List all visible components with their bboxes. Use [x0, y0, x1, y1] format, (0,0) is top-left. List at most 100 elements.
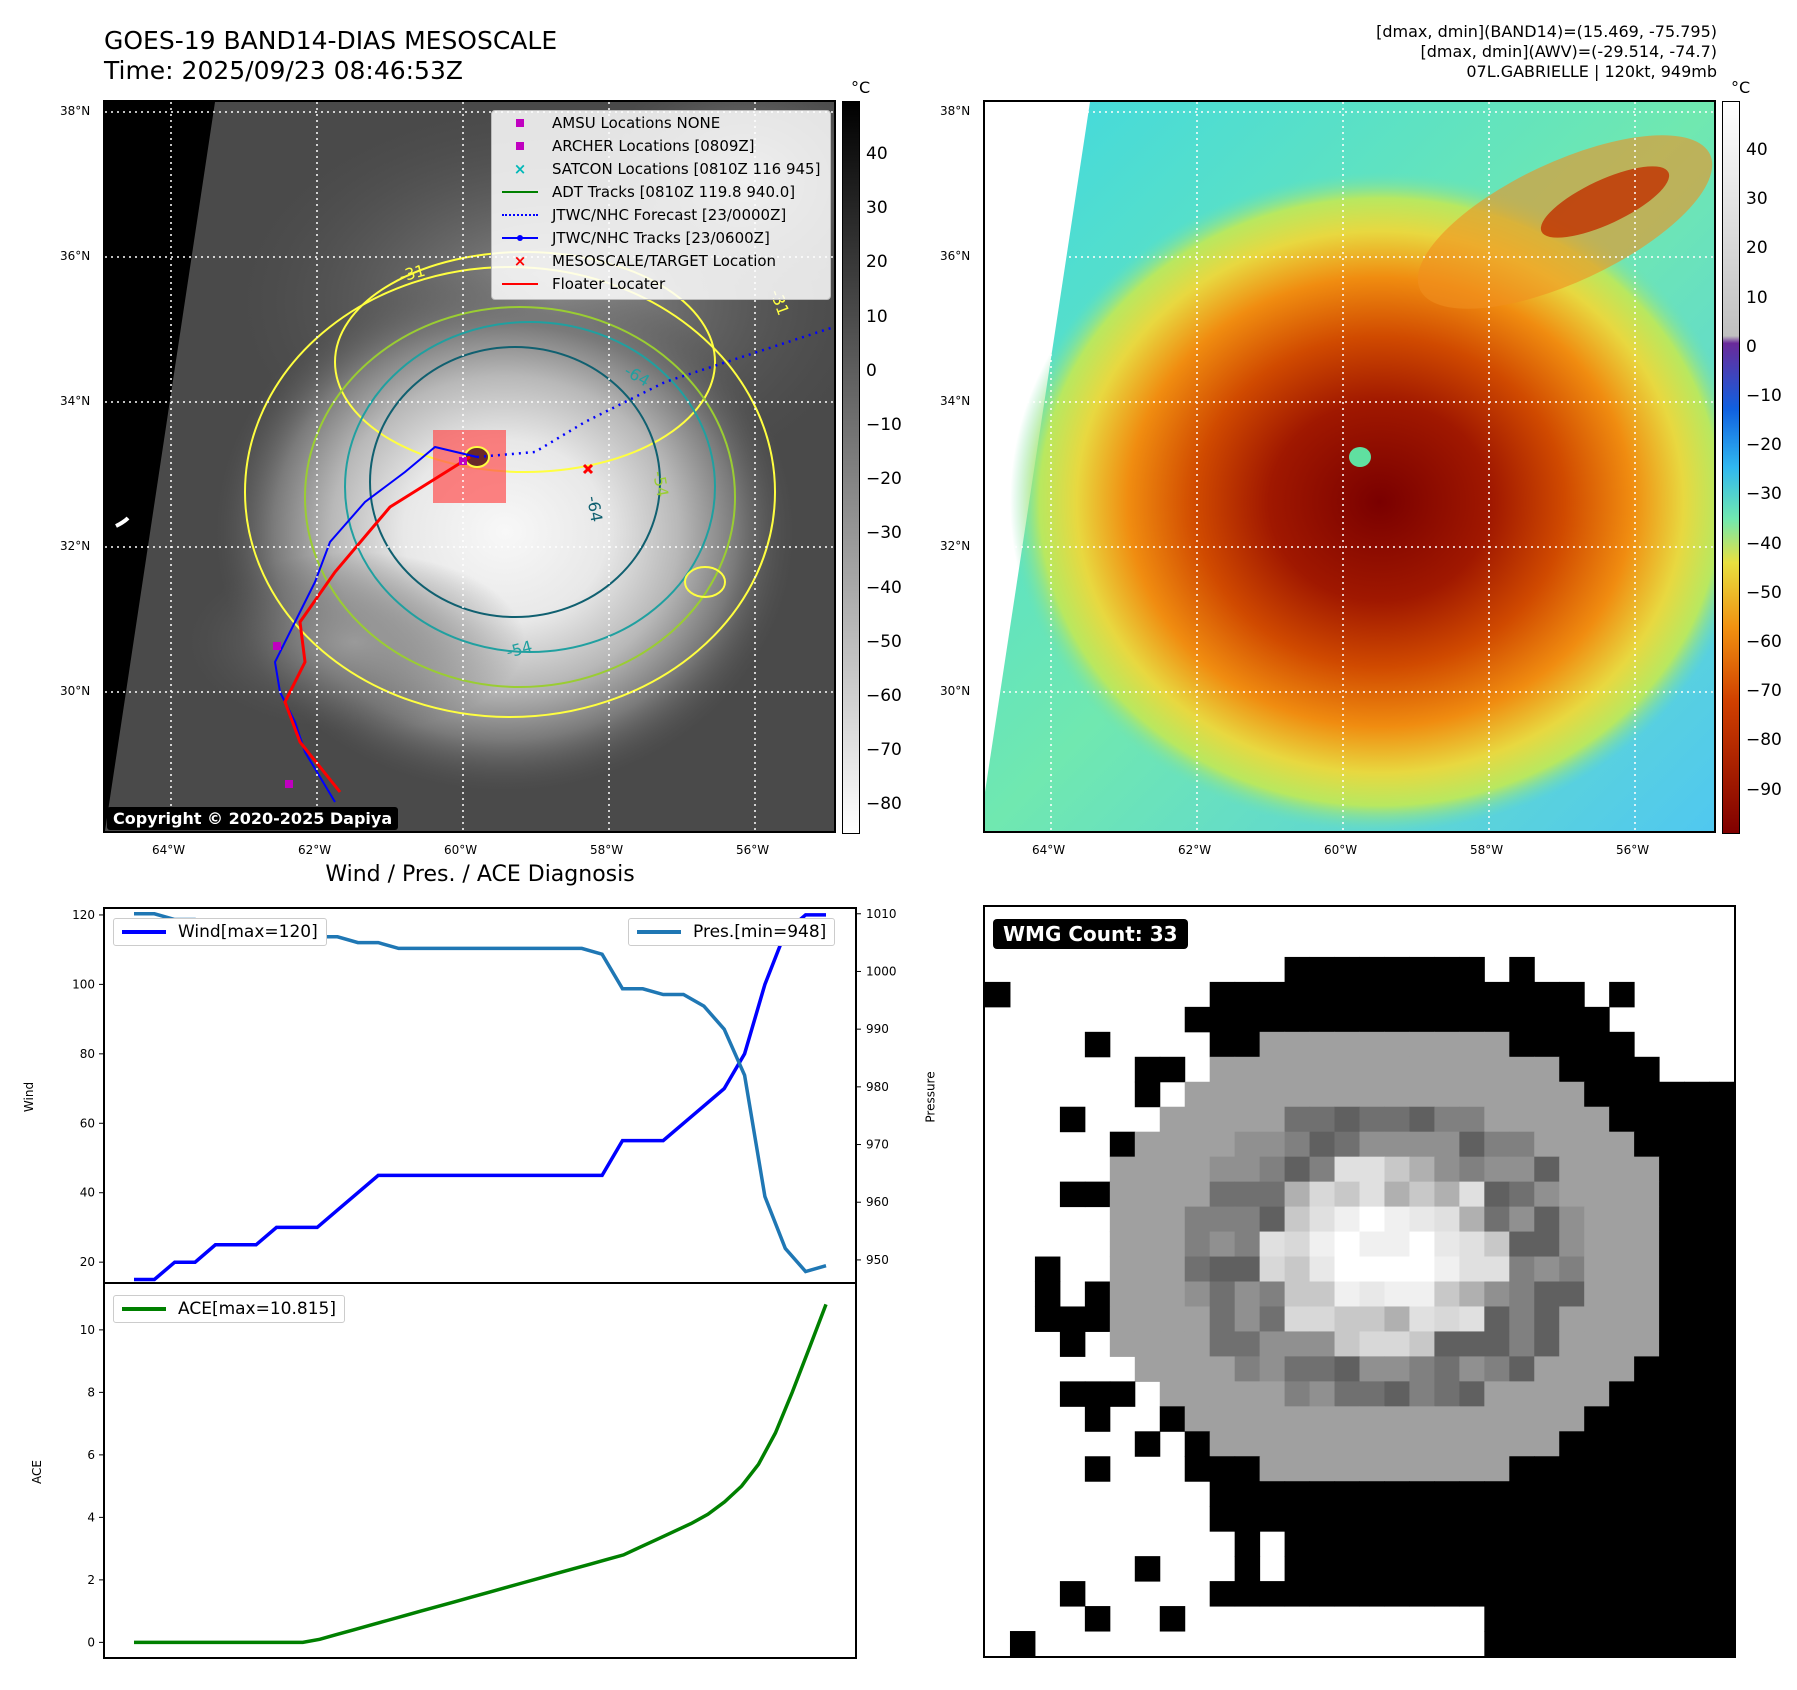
wmg-cell [1609, 1631, 1635, 1656]
wmg-cell [1059, 1106, 1086, 1133]
wmg-cell [1309, 1556, 1336, 1582]
colorbar-tick: 40 [1746, 140, 1768, 160]
lat-label: 34°N [940, 394, 971, 408]
colorbar-tick: 40 [866, 144, 888, 164]
wmg-cell [1234, 1481, 1261, 1507]
colorbar-tick: 20 [1746, 238, 1768, 259]
wmg-cell [1709, 1506, 1734, 1532]
lon-label: 58°W [590, 843, 624, 857]
wmg-cell [1634, 1556, 1660, 1582]
wmg-cell [1609, 1081, 1635, 1108]
legend-item-forecast: JTWC/NHC Forecast [23/0000Z] [492, 203, 830, 226]
wmg-cell [1384, 1556, 1410, 1582]
y-tick-label: 60 [80, 1116, 95, 1130]
wmg-cell [1334, 1556, 1360, 1582]
wmg-cell [1409, 1081, 1435, 1108]
wmg-cell [1359, 1006, 1385, 1033]
color-ir-map-panel [983, 100, 1716, 833]
wmg-cell [1384, 1381, 1410, 1407]
wmg-cell [1209, 1506, 1236, 1532]
wmg-cell [1459, 1456, 1485, 1482]
wmg-cell [1359, 981, 1385, 1008]
wmg-cell [1409, 1481, 1435, 1507]
wmg-cell [1334, 1456, 1360, 1482]
wmg-cell [1634, 1456, 1660, 1482]
wmg-cell [1584, 1131, 1610, 1158]
wmg-cell [1059, 1331, 1086, 1357]
wmg-cell [1109, 1231, 1136, 1258]
wmg-cell [1459, 1406, 1485, 1432]
wmg-cell [1559, 1381, 1585, 1407]
wmg-cell [1209, 1281, 1236, 1307]
wmg-cell [1684, 1081, 1710, 1108]
wmg-cell [1409, 1306, 1435, 1332]
wmg-cell [1384, 1056, 1410, 1083]
wmg-cell [1459, 1106, 1485, 1133]
wmg-cell [1509, 1406, 1535, 1432]
lon-label: 56°W [736, 843, 770, 857]
wmg-cell [1434, 1456, 1460, 1482]
wmg-cell [1109, 1281, 1136, 1307]
wmg-panel: WMG Count: 33 [983, 905, 1736, 1658]
wmg-cell [1359, 1481, 1385, 1507]
lon-label: 60°W [1324, 843, 1358, 857]
wmg-cell [1709, 1356, 1734, 1382]
wmg-cell [1284, 1156, 1311, 1183]
wmg-cell [1534, 1006, 1560, 1033]
wmg-cell [1459, 1531, 1485, 1557]
lon-label: 64°W [152, 843, 186, 857]
wmg-cell [1509, 956, 1535, 983]
wmg-cell [1084, 1456, 1111, 1482]
y-tick-label: 80 [80, 1047, 95, 1061]
wmg-cell [1384, 1356, 1410, 1382]
wmg-cell [1459, 1056, 1485, 1083]
wmg-cell [1484, 1031, 1510, 1058]
wmg-cell [1184, 1356, 1211, 1382]
wmg-cell [1459, 1156, 1485, 1183]
wmg-cell [1409, 1431, 1435, 1457]
wmg-cell [1484, 1606, 1510, 1632]
wmg-cell [1234, 1506, 1261, 1532]
wmg-cell [1159, 1131, 1186, 1158]
wmg-cell [1234, 1106, 1261, 1133]
wmg-cell [1609, 1181, 1635, 1208]
wmg-cell [1534, 1231, 1560, 1258]
wmg-cell [1284, 1081, 1311, 1108]
wmg-cell [1559, 1156, 1585, 1183]
graticule [985, 102, 1714, 831]
wmg-cell [1709, 1456, 1734, 1482]
wmg-cell [1359, 1581, 1385, 1607]
wmg-cell [1584, 1331, 1610, 1357]
wmg-cell [1559, 1306, 1585, 1332]
wmg-cell [1284, 1006, 1311, 1033]
wmg-cell [1409, 1581, 1435, 1607]
wmg-cell [1259, 1481, 1286, 1507]
wmg-cell [1534, 1331, 1560, 1357]
wmg-cell [1434, 1581, 1460, 1607]
wmg-cell [1634, 1281, 1660, 1307]
wmg-cell [1209, 1256, 1236, 1282]
wmg-cell [1359, 1131, 1385, 1158]
wmg-cell [1609, 1606, 1635, 1632]
wmg-cell [1234, 1531, 1261, 1557]
wmg-cell [1384, 956, 1410, 983]
wmg-cell [1509, 1106, 1535, 1133]
wmg-cell [1184, 1006, 1211, 1033]
wmg-cell [1159, 1356, 1186, 1382]
wmg-cell [1534, 981, 1560, 1008]
wmg-cell [1359, 1381, 1385, 1407]
wmg-cell [1309, 956, 1336, 983]
wmg-cell [1434, 1131, 1460, 1158]
wmg-cell [1434, 1281, 1460, 1307]
wmg-cell [1234, 1306, 1261, 1332]
contour-label: -54 [649, 469, 672, 498]
wmg-cell [1409, 1131, 1435, 1158]
wmg-cell [1284, 1456, 1311, 1482]
wmg-cell [1509, 1231, 1535, 1258]
lon-label: 56°W [1616, 843, 1650, 857]
wmg-cell [1484, 1306, 1510, 1332]
wmg-cell [1609, 1506, 1635, 1532]
wmg-cell [1334, 1281, 1360, 1307]
wmg-cell [1434, 1056, 1460, 1083]
wmg-cell [1534, 1081, 1560, 1108]
